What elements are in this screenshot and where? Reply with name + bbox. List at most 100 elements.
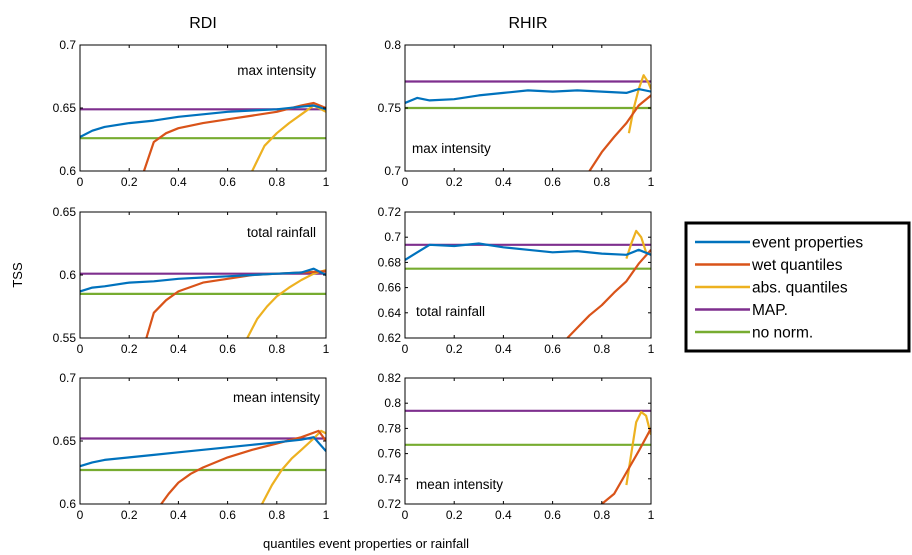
panel-annotation: total rainfall bbox=[247, 225, 316, 240]
series-group bbox=[405, 74, 651, 171]
legend-label: event properties bbox=[752, 235, 863, 252]
y-tick-label: 0.6 bbox=[59, 164, 76, 178]
x-tick-label: 1 bbox=[323, 508, 330, 522]
series-line-event-properties bbox=[80, 104, 326, 138]
x-tick-label: 1 bbox=[648, 508, 655, 522]
y-tick-label: 0.7 bbox=[384, 164, 401, 178]
series-line-abs-quantiles bbox=[246, 268, 326, 338]
series-group bbox=[80, 101, 326, 171]
x-tick-label: 0 bbox=[402, 508, 409, 522]
series-group bbox=[80, 267, 326, 338]
x-tick-label: 0.4 bbox=[170, 175, 187, 189]
x-tick-label: 0.2 bbox=[121, 342, 138, 356]
x-tick-label: 0.6 bbox=[544, 508, 561, 522]
y-tick-label: 0.78 bbox=[378, 421, 402, 435]
x-tick-label: 0.6 bbox=[219, 342, 236, 356]
x-tick-label: 1 bbox=[323, 175, 330, 189]
x-tick-label: 0.4 bbox=[170, 342, 187, 356]
x-tick-label: 0.2 bbox=[446, 342, 463, 356]
plot-area bbox=[80, 212, 326, 338]
x-tick-label: 0.8 bbox=[593, 508, 610, 522]
x-tick-label: 0.2 bbox=[446, 175, 463, 189]
series-group bbox=[405, 229, 651, 338]
subplot-rhir-mean-intensity: 0 0.2 0.4 0.6 0.8 1 0.72 0.74 0.76 0.78 0.8 0.82 mea… bbox=[378, 371, 655, 522]
y-tick-label: 0.7 bbox=[384, 230, 401, 244]
panel-annotation: max intensity bbox=[237, 63, 316, 78]
y-tick-label: 0.65 bbox=[53, 205, 77, 219]
subplot-rdi-max-intensity: 0 0.2 0.4 0.6 0.8 1 0.6 0.65 0.7 max intensity bbox=[53, 38, 330, 189]
x-tick-label: 0 bbox=[402, 342, 409, 356]
x-tick-label: 0.8 bbox=[268, 342, 285, 356]
legend-label: MAP. bbox=[752, 302, 788, 319]
x-tick-label: 1 bbox=[323, 342, 330, 356]
y-axis-label: TSS bbox=[10, 262, 25, 288]
y-tick-label: 0.55 bbox=[53, 331, 77, 345]
series-group bbox=[80, 429, 326, 504]
legend-item-map: MAP. bbox=[695, 302, 788, 319]
y-tick-label: 0.7 bbox=[59, 371, 76, 385]
series-line-wet-quantiles bbox=[566, 249, 651, 338]
subplot-rhir-total-rainfall: 0 0.2 0.4 0.6 0.8 1 0.62 0.64 0.66 0.68 0.7 0.72 tot… bbox=[378, 205, 655, 356]
legend-item-no-norm: no norm. bbox=[695, 325, 813, 342]
y-tick-label: 0.6 bbox=[59, 268, 76, 282]
x-tick-label: 0.6 bbox=[219, 175, 236, 189]
x-tick-label: 0.6 bbox=[544, 175, 561, 189]
series-line-event-properties bbox=[80, 436, 326, 468]
y-tick-label: 0.68 bbox=[378, 255, 402, 269]
legend-item-wet-quantiles: wet quantiles bbox=[695, 257, 843, 274]
y-tick-label: 0.65 bbox=[53, 434, 77, 448]
series-line-event-properties bbox=[405, 87, 651, 105]
x-tick-label: 0.8 bbox=[593, 342, 610, 356]
legend-label: no norm. bbox=[752, 325, 813, 342]
x-tick-label: 0.8 bbox=[268, 175, 285, 189]
panel-annotation: mean intensity bbox=[416, 477, 503, 492]
y-tick-label: 0.8 bbox=[384, 396, 401, 410]
series-line-event-properties bbox=[405, 242, 651, 261]
x-tick-label: 0 bbox=[77, 175, 84, 189]
y-tick-label: 0.72 bbox=[378, 497, 402, 511]
series-line-wet-quantiles bbox=[588, 94, 651, 171]
x-tick-label: 0.4 bbox=[495, 175, 512, 189]
y-tick-label: 0.66 bbox=[378, 281, 402, 295]
x-tick-label: 0.6 bbox=[219, 508, 236, 522]
series-line-wet-quantiles bbox=[601, 427, 651, 504]
x-tick-label: 0 bbox=[77, 508, 84, 522]
x-tick-label: 1 bbox=[648, 342, 655, 356]
y-tick-label: 0.6 bbox=[59, 497, 76, 511]
x-tick-label: 0.8 bbox=[593, 175, 610, 189]
column-title-rdi: RDI bbox=[189, 15, 217, 32]
y-tick-label: 0.7 bbox=[59, 38, 76, 52]
y-tick-label: 0.8 bbox=[384, 38, 401, 52]
panel-annotation: total rainfall bbox=[416, 304, 485, 319]
plot-area bbox=[405, 212, 651, 338]
x-tick-label: 1 bbox=[648, 175, 655, 189]
panel-annotation: mean intensity bbox=[233, 390, 320, 405]
series-line-abs-quantiles bbox=[625, 410, 651, 486]
axes-box bbox=[404, 377, 652, 505]
y-tick-label: 0.74 bbox=[378, 472, 402, 486]
series-line-wet-quantiles bbox=[160, 429, 326, 504]
x-tick-label: 0.4 bbox=[170, 508, 187, 522]
x-tick-label: 0.8 bbox=[268, 508, 285, 522]
legend-label: wet quantiles bbox=[751, 257, 843, 274]
y-tick-label: 0.76 bbox=[378, 447, 402, 461]
y-tick-label: 0.75 bbox=[378, 101, 402, 115]
y-tick-label: 0.72 bbox=[378, 205, 402, 219]
series-line-wet-quantiles bbox=[142, 101, 326, 171]
legend: event properties wet quantiles abs. quanti… bbox=[684, 221, 911, 353]
x-tick-label: 0.2 bbox=[121, 508, 138, 522]
legend-item-abs-quantiles: abs. quantiles bbox=[695, 280, 848, 297]
y-tick-label: 0.64 bbox=[378, 306, 402, 320]
plot-area bbox=[405, 378, 651, 504]
x-axis-label: quantiles event properties or rainfall bbox=[263, 536, 469, 551]
x-tick-label: 0 bbox=[402, 175, 409, 189]
y-tick-label: 0.82 bbox=[378, 371, 402, 385]
legend-label: abs. quantiles bbox=[752, 280, 848, 297]
x-tick-label: 0.2 bbox=[121, 175, 138, 189]
subplot-rdi-total-rainfall: 0 0.2 0.4 0.6 0.8 1 0.55 0.6 0.65 total rainfall bbox=[53, 205, 330, 356]
subplot-rhir-max-intensity: 0 0.2 0.4 0.6 0.8 1 0.7 0.75 0.8 max intensity bbox=[378, 38, 655, 189]
column-title-rhir: RHIR bbox=[508, 15, 547, 32]
y-tick-label: 0.62 bbox=[378, 331, 402, 345]
